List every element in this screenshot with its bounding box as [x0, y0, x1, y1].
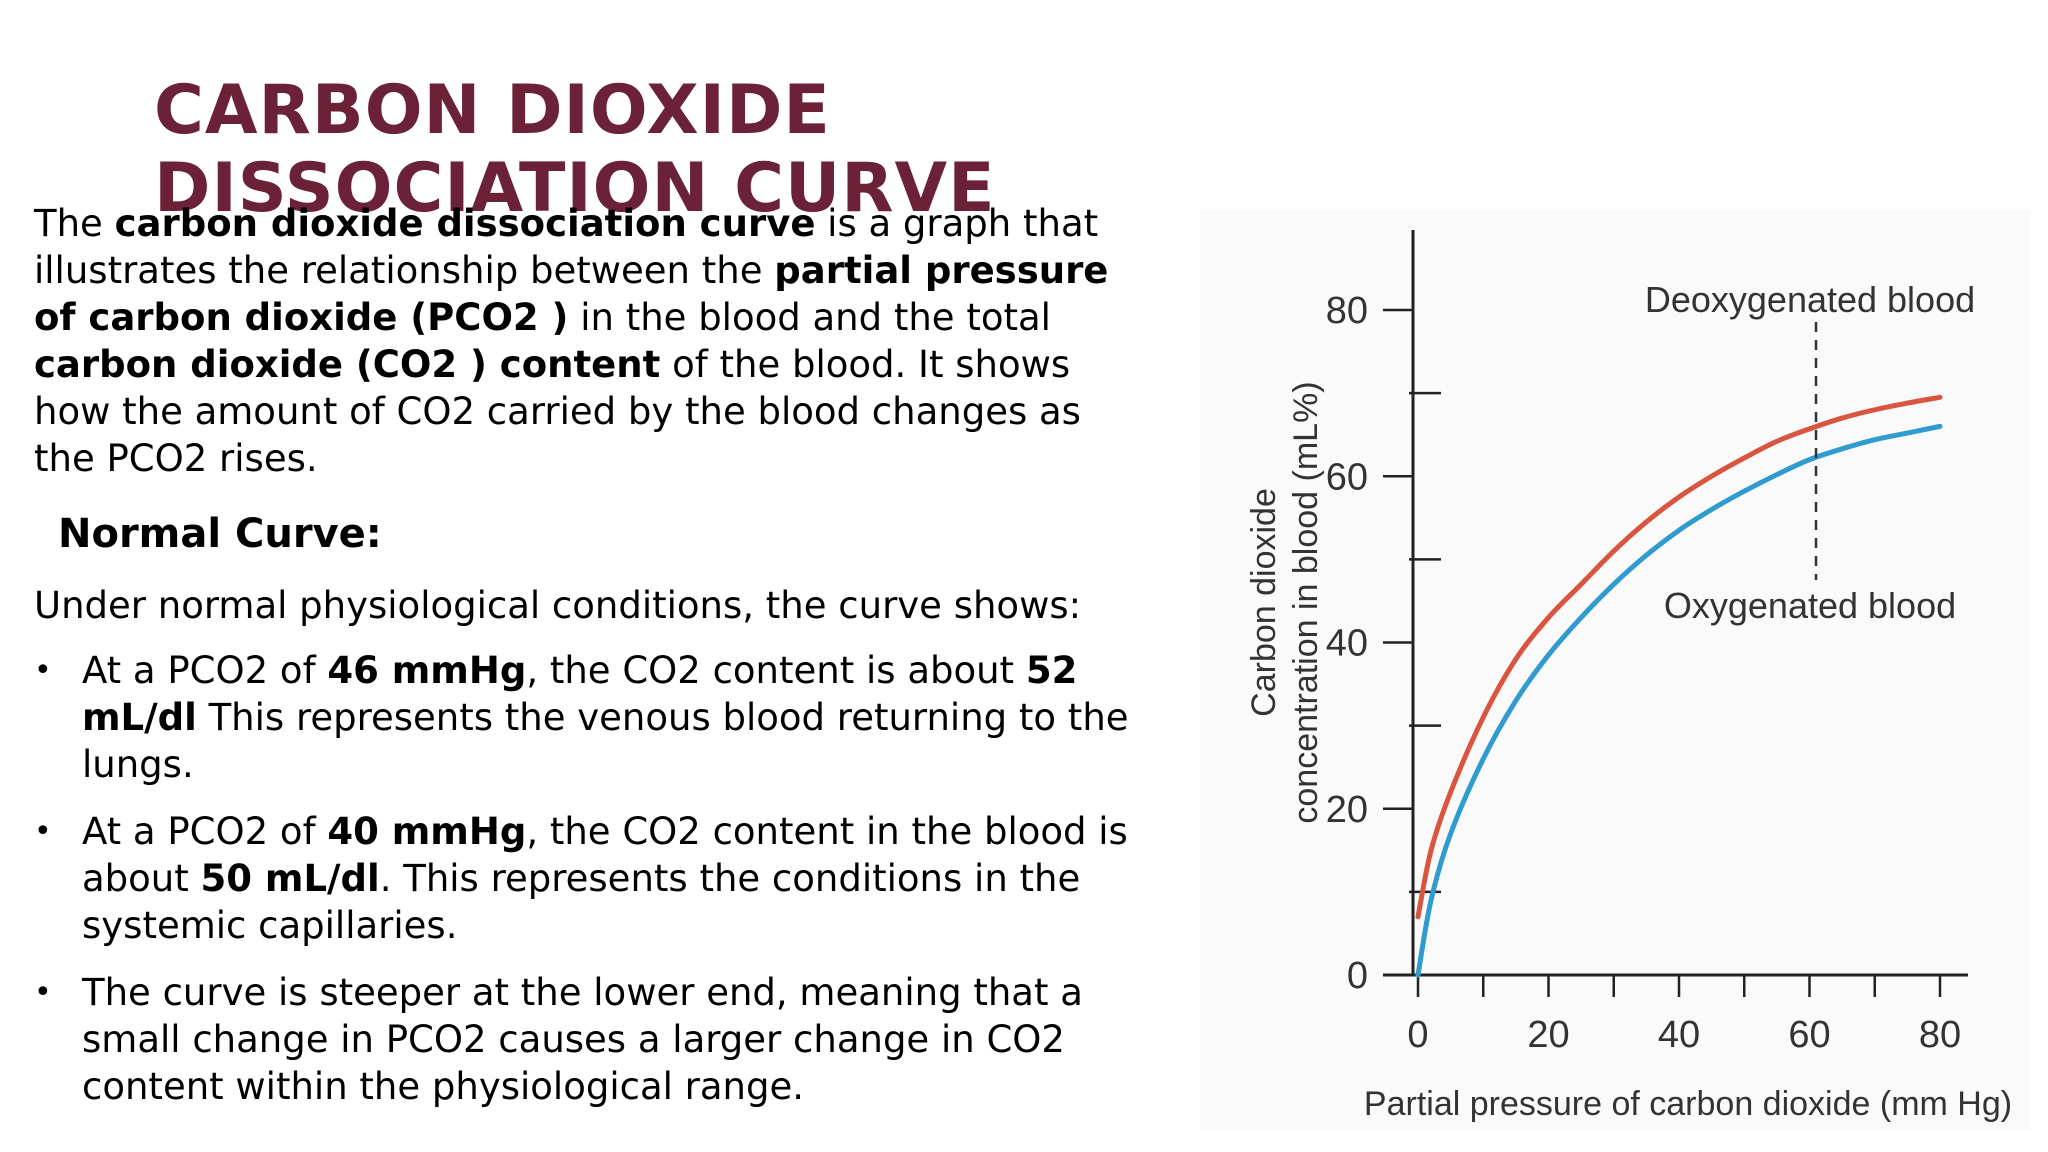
bold-text-run: carbon dioxide (CO2 ) content	[34, 343, 661, 386]
x-axis-label: Partial pressure of carbon dioxide (mm H…	[1364, 1085, 2012, 1123]
x-tick-label: 60	[1788, 1014, 1830, 1056]
bullet-list: • At a PCO2 of 46 mmHg, the CO2 content i…	[34, 647, 1134, 1110]
text-run: in the blood and the total	[568, 296, 1051, 339]
subheading-normal-curve: Normal Curve:	[58, 511, 382, 557]
text-run: This represents the venous blood returni…	[82, 696, 1129, 786]
y-tick-label: 60	[1326, 456, 1368, 498]
y-tick-label: 40	[1326, 623, 1368, 665]
lead-sentence: Under normal physiological conditions, t…	[34, 584, 1082, 627]
y-axis-label-line: concentration in blood (mL%)	[1287, 381, 1325, 823]
x-tick-label: 20	[1527, 1014, 1569, 1056]
x-tick-label: 80	[1919, 1014, 1961, 1056]
bullet-item: • At a PCO2 of 46 mmHg, the CO2 content i…	[34, 647, 1134, 788]
bold-text-run: partial pressure of carbon dioxide (PCO2…	[34, 249, 1109, 339]
y-tick-label: 0	[1347, 955, 1368, 997]
bullet-item: • The curve is steeper at the lower end, …	[34, 969, 1134, 1110]
text-run: , the CO2 content in the blood is about	[82, 810, 1128, 900]
bullet-item: • At a PCO2 of 40 mmHg, the CO2 content i…	[34, 808, 1134, 949]
text-run: , the CO2 content is about	[526, 649, 1026, 692]
annotation-oxygenated: Oxygenated blood	[1664, 585, 1956, 626]
text-run: At a PCO2 of	[82, 649, 328, 692]
text-run: of the blood. It shows how the amount of…	[34, 343, 1081, 480]
y-tick-label: 80	[1326, 290, 1368, 332]
series-line-oxygenated	[1415, 423, 1943, 978]
bold-text-run: 40 mmHg	[327, 810, 527, 853]
bold-text-run: 50 mL/dl	[200, 857, 380, 900]
text-run: is a graph that illustrates the relation…	[34, 202, 1099, 292]
bullet-dot-icon: •	[34, 814, 52, 849]
x-tick-label: 0	[1407, 1014, 1428, 1056]
bullet-dot-icon: •	[34, 653, 52, 688]
annotation-deoxygenated: Deoxygenated blood	[1645, 279, 1975, 320]
bold-text-run: 52 mL/dl	[82, 649, 1078, 739]
text-run: At a PCO2 of	[82, 810, 328, 853]
y-axis-label: Carbon dioxide concentration in blood (mL…	[1245, 381, 1325, 823]
bullet-dot-icon: •	[34, 975, 52, 1010]
x-tick-label: 40	[1658, 1014, 1700, 1056]
intro-paragraph: The carbon dioxide dissociation curve is…	[34, 200, 1134, 482]
text-run: The	[34, 202, 115, 245]
slide-title: CARBON DIOXIDE DISSOCIATION CURVE	[154, 71, 996, 228]
slide-body: The carbon dioxide dissociation curve is…	[34, 200, 1134, 1130]
y-tick-label: 20	[1326, 789, 1368, 831]
chart-svg: 0 20 40 60 80 0 20 40 60 80 Partial pressure of ca…	[1245, 230, 2012, 1123]
bold-text-run: 46 mmHg	[327, 649, 527, 692]
co2-dissociation-chart: 0 20 40 60 80 0 20 40 60 80 Partial pressure of ca…	[1200, 210, 2030, 1130]
text-run: The curve is steeper at the lower end, m…	[82, 971, 1083, 1108]
y-axis-label-line: Carbon dioxide	[1245, 488, 1283, 717]
text-run: . This represents the conditions in the …	[82, 857, 1081, 947]
bold-text-run: carbon dioxide dissociation curve	[114, 202, 816, 245]
series-line-deoxygenated	[1415, 394, 1943, 920]
